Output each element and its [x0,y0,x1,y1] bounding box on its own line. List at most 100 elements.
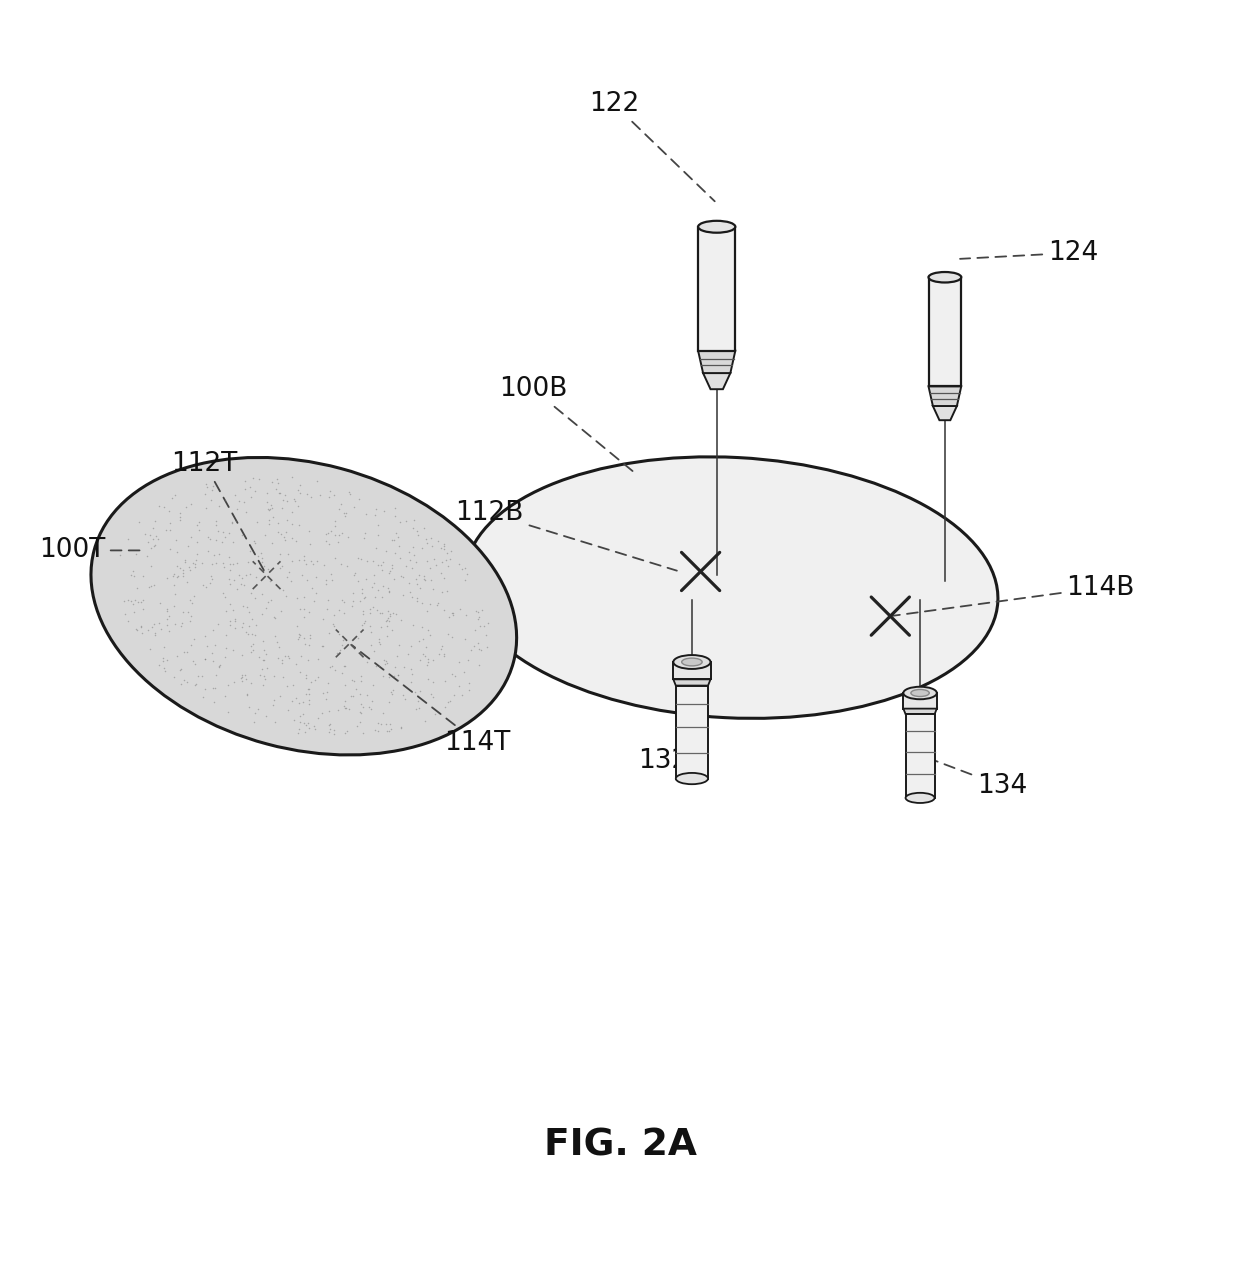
Point [417,533,436,553]
Point [115,604,135,625]
Point [306,583,326,603]
Point [181,493,201,514]
Point [445,666,465,687]
Point [215,490,234,510]
Point [376,654,396,674]
Point [296,485,316,505]
Point [425,704,445,724]
Point [233,596,253,616]
Point [202,476,222,496]
Point [226,611,246,631]
Point [219,522,239,543]
Point [218,675,238,695]
Point [264,607,284,627]
Point [366,538,386,558]
Point [193,574,213,594]
Point [432,553,451,573]
Point [368,525,388,545]
Point [140,639,160,659]
Point [223,531,243,551]
Point [239,602,259,622]
Point [244,712,264,732]
Point [125,618,145,639]
Point [126,620,146,640]
Text: FIG. 2A: FIG. 2A [543,1128,697,1164]
Point [423,673,443,693]
Point [378,721,398,741]
Point [436,543,456,563]
Point [212,531,232,551]
Point [343,497,363,517]
Text: 114B: 114B [893,574,1135,616]
Point [268,632,288,652]
Point [440,549,460,569]
Point [305,670,325,690]
Point [273,666,293,687]
Point [144,575,164,596]
Point [387,646,407,666]
Point [420,558,440,578]
Point [221,560,241,581]
Point [195,483,215,504]
Point [187,533,207,553]
Point [258,492,278,512]
Point [270,685,290,705]
Point [197,477,217,497]
Point [312,636,332,656]
Point [186,674,206,694]
Point [206,515,226,535]
Text: 100B: 100B [498,376,636,475]
Point [281,570,301,591]
Point [325,660,345,680]
Point [195,679,215,699]
Point [408,525,428,545]
Point [319,589,339,610]
Point [327,642,347,663]
Point [370,603,389,623]
Point [270,544,290,564]
Point [252,548,272,568]
Point [186,515,206,535]
Point [234,471,254,491]
Point [294,550,314,570]
Point [382,554,402,574]
Point [289,719,309,740]
Point [379,606,399,626]
Point [167,565,187,586]
Point [306,567,326,587]
Point [237,564,257,584]
Ellipse shape [676,772,708,784]
Point [412,593,432,613]
Point [368,713,388,733]
Point [167,567,187,587]
Point [301,487,321,507]
Point [382,530,402,550]
Point [171,616,191,636]
Point [299,602,319,622]
Point [141,555,161,575]
Point [286,531,306,551]
Point [205,545,224,565]
Point [122,565,141,586]
Point [368,721,388,741]
Point [195,649,215,669]
Point [145,623,165,644]
Point [248,468,268,488]
Point [387,522,407,543]
Point [249,647,269,668]
Point [247,615,267,635]
Point [299,684,319,704]
Point [254,650,274,670]
Point [401,660,420,680]
Point [330,623,350,644]
Point [300,673,320,693]
Text: 100T: 100T [38,538,146,563]
Point [438,555,458,575]
Text: 114T: 114T [352,645,511,756]
Point [353,697,373,717]
Point [322,613,342,634]
Point [363,573,383,593]
Point [242,623,262,644]
Point [361,699,381,719]
Point [371,555,391,575]
